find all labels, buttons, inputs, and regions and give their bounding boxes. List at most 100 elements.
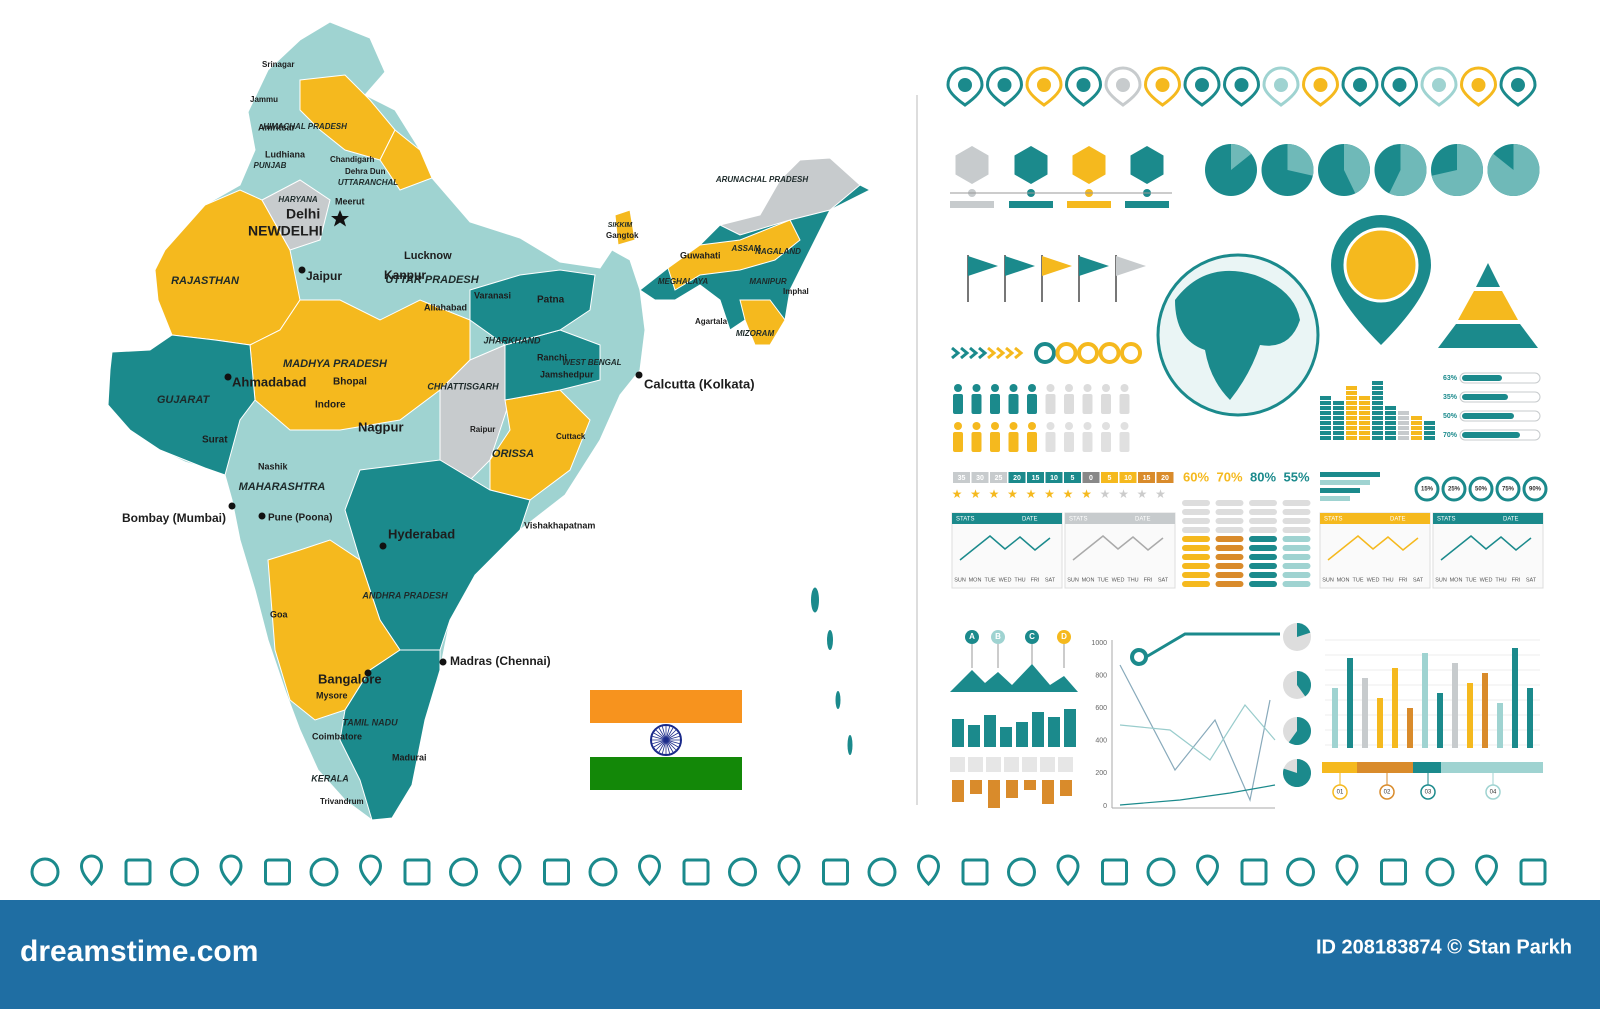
cluster-seg — [1398, 411, 1409, 415]
pin-glyph — [1037, 78, 1051, 92]
stats-tab — [1433, 513, 1543, 524]
chevron — [951, 346, 961, 360]
city-label: Raipur — [470, 425, 495, 434]
person-body — [1045, 432, 1056, 452]
map-pin-center — [1343, 227, 1419, 303]
percent-label: 70% — [1216, 469, 1242, 484]
star: ★ — [1100, 487, 1111, 501]
orange-bar — [1060, 780, 1072, 796]
star: ★ — [970, 487, 981, 501]
stats-tab-label: STATS — [1324, 517, 1342, 523]
hex-bar — [1009, 201, 1053, 208]
pennant — [1042, 256, 1072, 276]
teal-bar — [1032, 712, 1044, 747]
star: ★ — [1118, 487, 1129, 501]
stack-bar — [1182, 509, 1210, 515]
person-body — [953, 432, 963, 452]
cluster-seg — [1372, 416, 1383, 420]
row-bar — [1320, 480, 1370, 485]
scale-label: 20 — [1161, 475, 1169, 482]
person-body — [1008, 394, 1019, 414]
state-label: MEGHALAYA — [658, 277, 709, 286]
city-label: Varanasi — [474, 290, 511, 300]
stats-tab-label: STATS — [1437, 517, 1455, 523]
state-label: WEST BENGAL — [562, 358, 621, 367]
ring-badge — [1522, 476, 1548, 502]
stats-tab-label: STATS — [956, 517, 974, 523]
star: ★ — [1155, 487, 1166, 501]
stack-bar — [1282, 581, 1311, 587]
india-map: HIMACHAL PRADESH PUNJAB HARYANA UTTARANCHAL… — [107, 21, 872, 821]
column — [1512, 648, 1518, 748]
pin-glyph — [1234, 78, 1249, 92]
pyramid-top — [1476, 263, 1500, 287]
stack-bar — [1215, 500, 1244, 506]
stack-bar — [1182, 545, 1210, 551]
pyramid-mid — [1458, 291, 1518, 320]
state-label: CHHATTISGARH — [427, 381, 499, 391]
capital-star — [331, 210, 349, 227]
city-label: Trivandrum — [320, 797, 364, 806]
day-label: THU — [1014, 577, 1025, 583]
stack-bar — [1282, 509, 1311, 515]
column — [1467, 683, 1473, 748]
cluster-seg — [1385, 406, 1396, 410]
city-label: Vishakhapatnam — [524, 520, 595, 530]
ring-badge — [1468, 476, 1494, 502]
cluster-seg — [1424, 431, 1435, 435]
teal-bar — [1000, 727, 1012, 747]
letter-label: C — [1029, 632, 1035, 641]
hexagon — [955, 146, 989, 184]
city-label: Mysore — [316, 690, 348, 700]
person-body — [971, 394, 982, 414]
day-label: TUE — [1466, 577, 1477, 583]
teal-bar — [1016, 722, 1028, 747]
icon — [1240, 858, 1268, 886]
cluster-seg — [1385, 436, 1396, 440]
stack-bar — [1282, 572, 1311, 578]
cluster-seg — [1372, 431, 1383, 435]
cluster-seg — [1346, 426, 1357, 430]
person-head — [1102, 384, 1110, 392]
state-region — [469, 269, 596, 346]
city-label: Chandigarh — [330, 155, 375, 164]
state-label: RAJASTHAN — [171, 275, 240, 287]
state-label: JHARKHAND — [483, 335, 541, 345]
ring-label: 25% — [1448, 487, 1461, 493]
scale-cell — [953, 472, 970, 483]
person-body — [1027, 432, 1037, 452]
quarter — [1288, 717, 1311, 746]
icon — [79, 854, 104, 887]
city-label: NEWDELHI — [248, 223, 323, 239]
stats-tab-label: STATS — [1069, 517, 1087, 523]
cluster-seg — [1333, 406, 1344, 410]
hexagon — [1014, 146, 1048, 184]
person-head — [972, 422, 981, 430]
star: ★ — [1081, 487, 1092, 501]
step-label: 03 — [1425, 790, 1432, 796]
cluster-seg — [1385, 416, 1396, 420]
cluster-seg — [1372, 421, 1383, 425]
stack-bar — [1215, 581, 1244, 587]
stack-bar — [1249, 527, 1277, 533]
icon — [1056, 854, 1080, 887]
city-label: Madurai — [392, 752, 427, 762]
orange-bar — [1042, 780, 1054, 804]
city-label: Goa — [270, 609, 288, 619]
person-head — [1102, 422, 1110, 430]
flag-green — [590, 757, 742, 790]
icon — [219, 854, 243, 887]
city-dot — [364, 669, 372, 677]
stack-bar — [1182, 581, 1210, 587]
pin-glyph — [1511, 78, 1525, 92]
day-label: THU — [1382, 577, 1393, 583]
stack-bar — [1215, 572, 1244, 578]
city-label: Bangalore — [318, 671, 382, 686]
stats-tab — [1320, 513, 1430, 524]
cluster-seg — [1359, 396, 1370, 400]
icon — [1286, 857, 1315, 887]
day-label: MON — [969, 577, 982, 583]
star: ★ — [952, 487, 963, 501]
icon — [124, 858, 152, 886]
quarter — [1283, 759, 1311, 788]
